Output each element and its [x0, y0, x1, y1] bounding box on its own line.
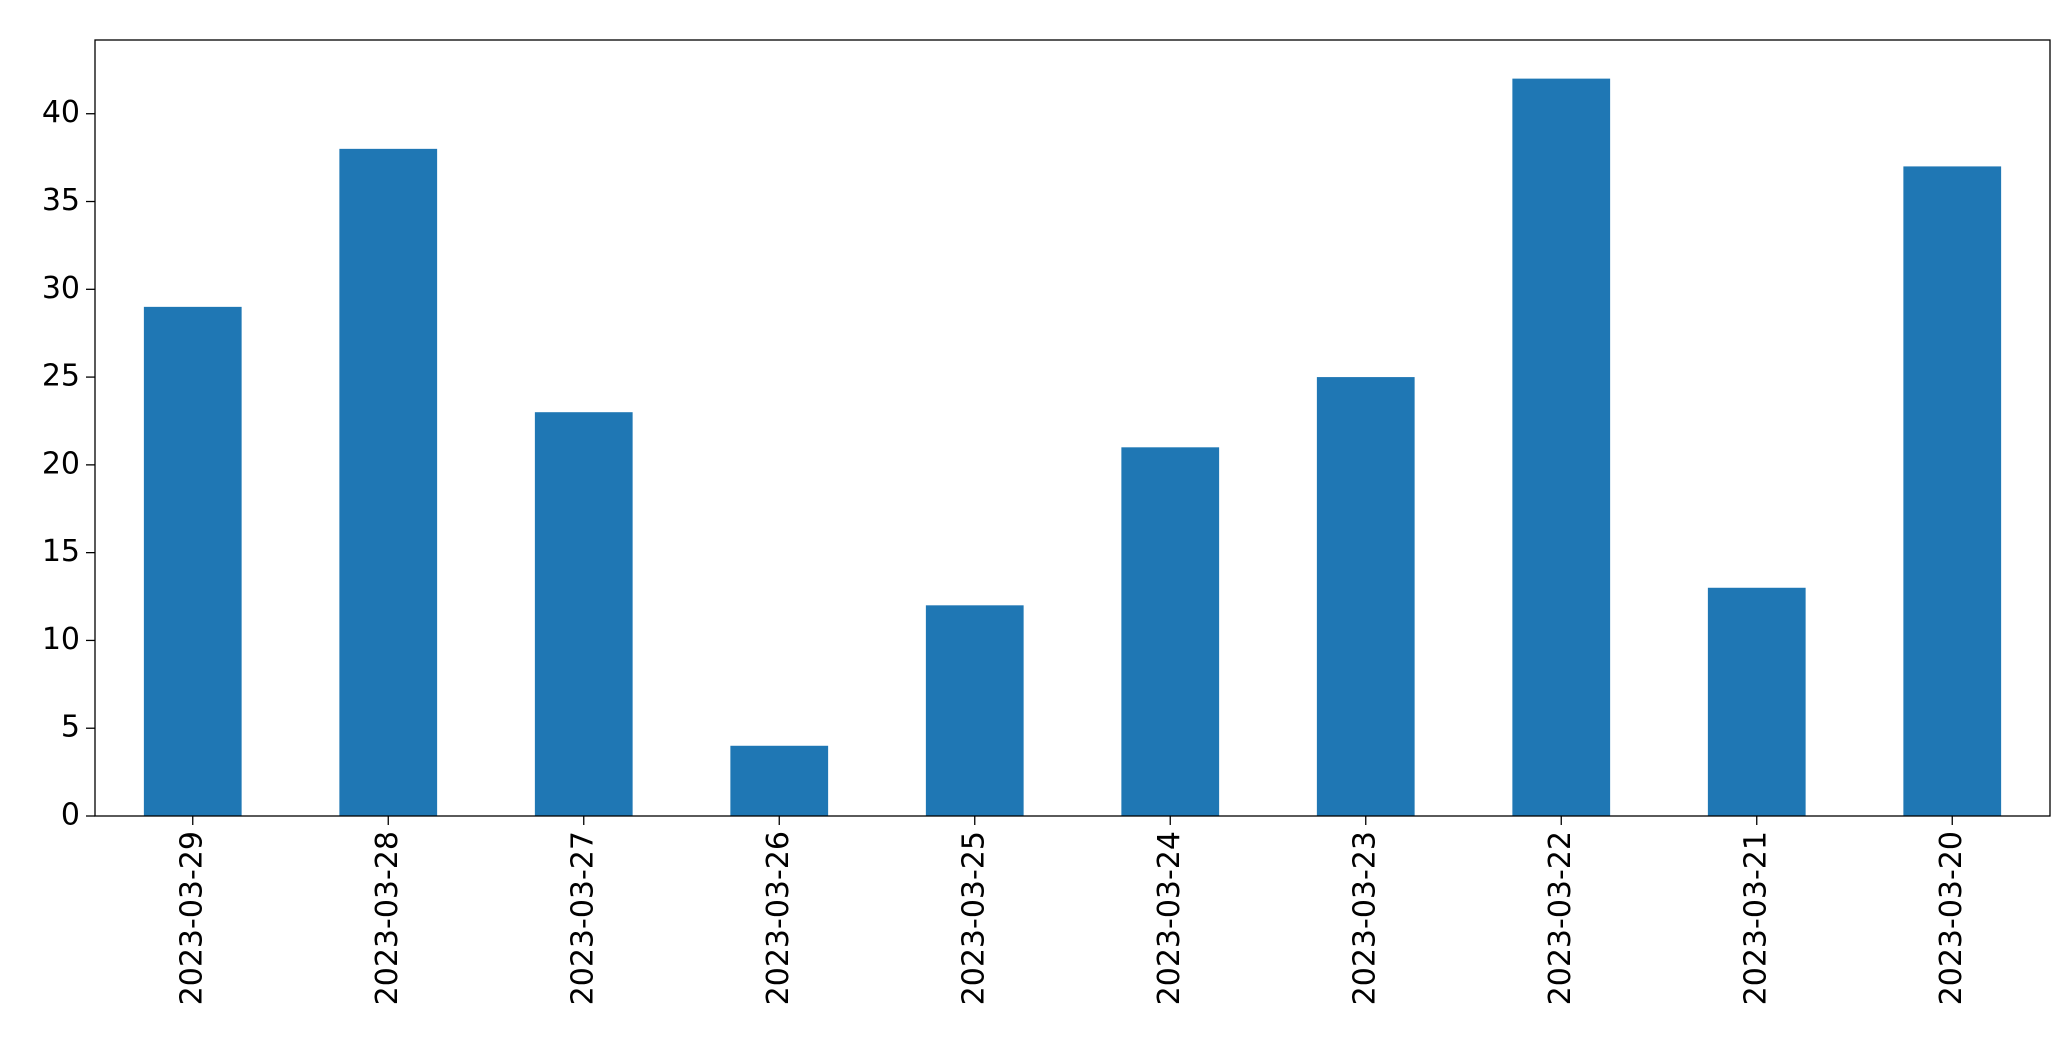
x-tick-label: 2023-03-24: [1152, 831, 1187, 1005]
bar: [143, 306, 242, 816]
bar: [1121, 447, 1220, 816]
x-tick-label: 2023-03-29: [174, 831, 209, 1005]
y-tick-label: 25: [42, 359, 80, 394]
bar: [1512, 78, 1611, 816]
y-tick-label: 5: [61, 710, 80, 745]
bar: [534, 412, 633, 816]
y-tick-label: 0: [61, 798, 80, 833]
x-tick-label: 2023-03-26: [761, 831, 796, 1005]
y-tick-label: 35: [42, 183, 80, 218]
y-tick-label: 20: [42, 446, 80, 481]
bar: [1903, 166, 2002, 817]
y-tick-label: 30: [42, 271, 80, 306]
x-tick-label: 2023-03-23: [1347, 831, 1382, 1005]
bar: [1316, 377, 1415, 816]
x-tick-label: 2023-03-28: [370, 831, 405, 1005]
x-tick-label: 2023-03-21: [1738, 831, 1773, 1005]
x-tick-label: 2023-03-22: [1543, 831, 1578, 1005]
y-tick-label: 40: [42, 95, 80, 130]
bar: [925, 605, 1024, 816]
x-tick-label: 2023-03-25: [956, 831, 991, 1005]
bar: [1707, 587, 1806, 816]
x-tick-label: 2023-03-20: [1934, 831, 1969, 1005]
bar: [730, 745, 829, 816]
x-tick-label: 2023-03-27: [565, 831, 600, 1005]
y-tick-label: 15: [42, 534, 80, 569]
y-tick-label: 10: [42, 622, 80, 657]
bar: [339, 148, 438, 816]
plot-frame: [94, 39, 2051, 817]
